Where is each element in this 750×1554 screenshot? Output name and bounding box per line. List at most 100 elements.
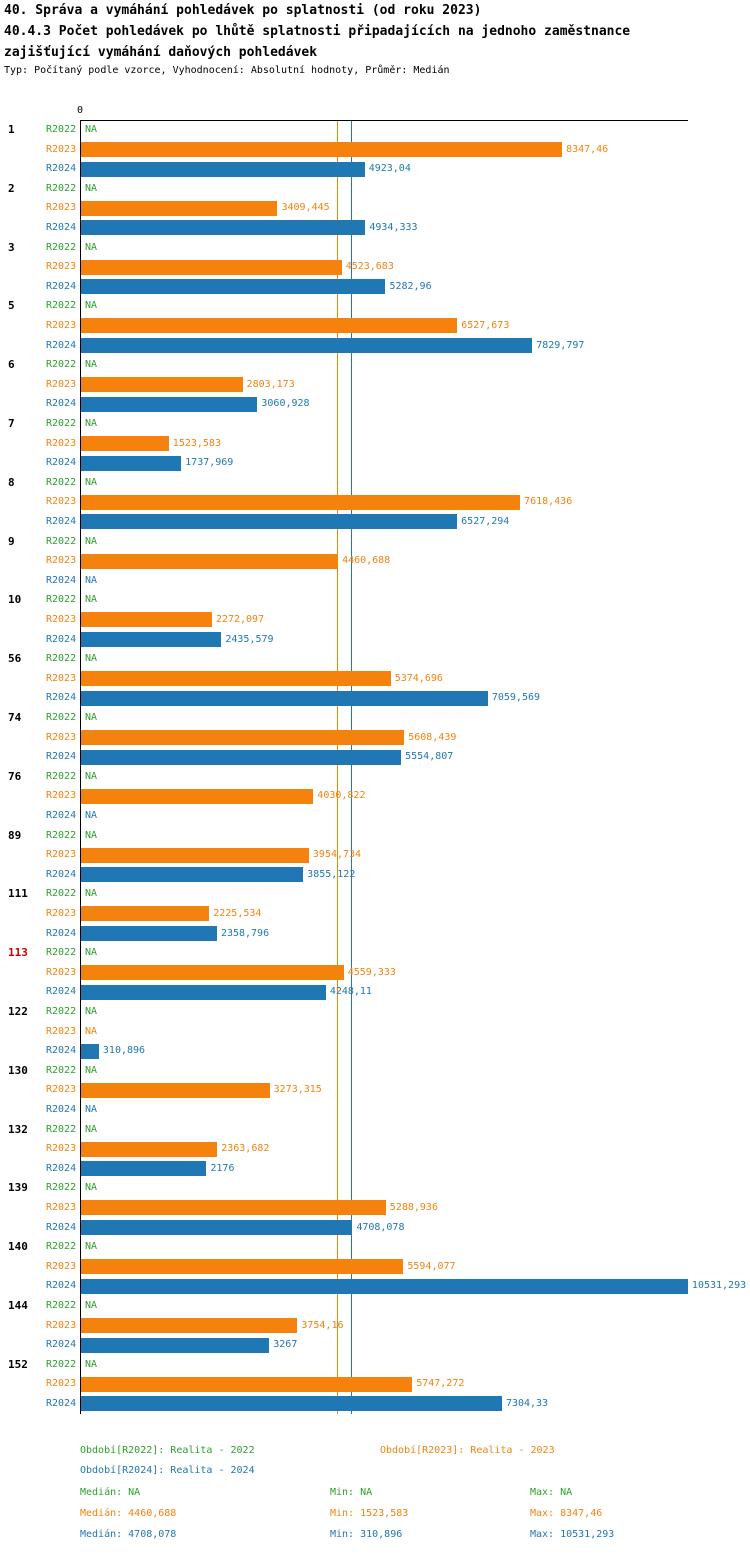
bar-r2023	[81, 141, 563, 157]
value-label: 7059,569	[491, 692, 541, 704]
series-label-r2022: R2022	[46, 359, 77, 371]
bar-r2024	[81, 1161, 207, 1177]
value-label: NA	[85, 1104, 98, 1115]
series-label-r2024: R2024	[46, 163, 77, 175]
bar-r2023	[81, 553, 339, 569]
value-label: 5288,936	[389, 1202, 438, 1213]
bar-r2024	[81, 984, 326, 1000]
series-label-r2024: R2024	[46, 280, 77, 292]
bar-r2023	[81, 906, 210, 922]
bar-r2024	[81, 1278, 688, 1294]
value-label: 3954,734	[312, 849, 362, 861]
value-label: 6527,673	[461, 320, 510, 331]
group-label: 122	[8, 1005, 28, 1018]
series-label-r2024: R2024	[46, 1221, 77, 1233]
series-label-r2022: R2022	[46, 300, 77, 312]
bar-r2023	[81, 671, 391, 687]
series-label-r2022: R2022	[46, 1358, 77, 1370]
series-label-r2023: R2023	[46, 1202, 77, 1213]
median-line-r2023	[337, 120, 339, 1414]
value-label: 8347,46	[566, 143, 609, 155]
group-label: 7	[8, 417, 15, 430]
stat-min-r2024: Min: 310,896	[330, 1529, 403, 1540]
series-label-r2024: R2024	[46, 1398, 77, 1409]
stat-max-r2023: Max: 8347,46	[530, 1508, 603, 1519]
value-label: 3409,445	[281, 202, 330, 214]
series-label-r2024: R2024	[46, 339, 77, 351]
series-label-r2022: R2022	[46, 418, 77, 429]
value-label: NA	[85, 241, 98, 253]
bar-r2023	[81, 847, 309, 863]
value-label: NA	[85, 300, 98, 312]
legend-r2023: Období[R2023]: Realita - 2023	[380, 1445, 555, 1456]
value-label: NA	[85, 829, 98, 841]
group-label: 140	[8, 1240, 28, 1254]
group-label: 1	[8, 123, 15, 136]
series-label-r2024: R2024	[46, 751, 77, 763]
value-label: 2358,796	[220, 927, 270, 939]
bar-r2024	[81, 455, 182, 471]
value-label: NA	[85, 947, 98, 959]
group-label: 144	[8, 1299, 28, 1312]
value-label: 3855,122	[307, 868, 356, 880]
value-label: 4923,04	[368, 163, 411, 175]
series-label-r2024: R2024	[46, 1104, 77, 1115]
series-label-r2022: R2022	[46, 1006, 77, 1017]
series-label-r2023: R2023	[46, 437, 77, 449]
value-label: 2225,534	[213, 908, 262, 919]
chart-subtitle-line1: 40.4.3 Počet pohledávek po lhůtě splatno…	[4, 24, 631, 39]
bar-r2024	[81, 514, 458, 530]
bar-r2023	[81, 1317, 298, 1333]
series-label-r2024: R2024	[46, 868, 77, 880]
value-label: 5594,077	[407, 1260, 456, 1272]
bar-r2024	[81, 1396, 502, 1412]
value-label: 1737,969	[185, 457, 234, 469]
axis-left-line	[80, 120, 81, 1414]
series-label-r2022: R2022	[46, 712, 77, 723]
series-label-r2023: R2023	[46, 1260, 77, 1272]
series-label-r2023: R2023	[46, 849, 77, 861]
bar-r2024	[81, 396, 258, 412]
group-label: 56	[8, 652, 22, 666]
series-label-r2022: R2022	[46, 1064, 77, 1076]
value-label: NA	[85, 1241, 98, 1253]
value-label: 6527,294	[461, 516, 510, 527]
value-label: 1523,583	[172, 437, 221, 449]
bar-r2024	[81, 337, 533, 353]
bar-r2024	[81, 1043, 99, 1059]
series-label-r2023: R2023	[46, 614, 77, 625]
value-label: NA	[85, 810, 98, 821]
value-label: 3267	[273, 1339, 298, 1351]
bar-r2023	[81, 1200, 386, 1216]
value-label: 7829,797	[536, 339, 585, 351]
bar-r2023	[81, 788, 314, 804]
group-label: 2	[8, 181, 15, 195]
bar-r2023	[81, 494, 521, 510]
series-label-r2022: R2022	[46, 1182, 77, 1194]
group-label: 10	[8, 593, 22, 607]
series-label-r2023: R2023	[46, 790, 77, 802]
plot-area: 0 1 R2022 NA R2023 8347,46 R2024 4923,04 2 R2022…	[8, 105, 746, 1414]
series-label-r2024: R2024	[46, 516, 77, 527]
series-label-r2024: R2024	[46, 1339, 77, 1351]
series-label-r2023: R2023	[46, 1143, 77, 1155]
series-label-r2024: R2024	[46, 398, 77, 410]
series-label-r2022: R2022	[46, 888, 77, 900]
bar-r2023	[81, 1259, 404, 1275]
value-label: 4523,683	[345, 261, 394, 273]
series-label-r2023: R2023	[46, 261, 77, 273]
axis-zero-label: 0	[76, 105, 84, 116]
series-label-r2022: R2022	[46, 182, 77, 194]
value-label: 2272,097	[215, 614, 265, 625]
value-label: 7618,436	[524, 496, 573, 508]
series-label-r2022: R2022	[46, 770, 77, 782]
value-label: 5554,807	[405, 751, 454, 763]
value-label: NA	[85, 476, 98, 488]
value-label: 2363,682	[221, 1143, 270, 1155]
series-label-r2024: R2024	[46, 633, 77, 645]
series-label-r2022: R2022	[46, 653, 77, 665]
value-label: 10531,293	[691, 1280, 747, 1292]
value-label: 310,896	[102, 1045, 146, 1057]
value-label: NA	[85, 1006, 98, 1017]
